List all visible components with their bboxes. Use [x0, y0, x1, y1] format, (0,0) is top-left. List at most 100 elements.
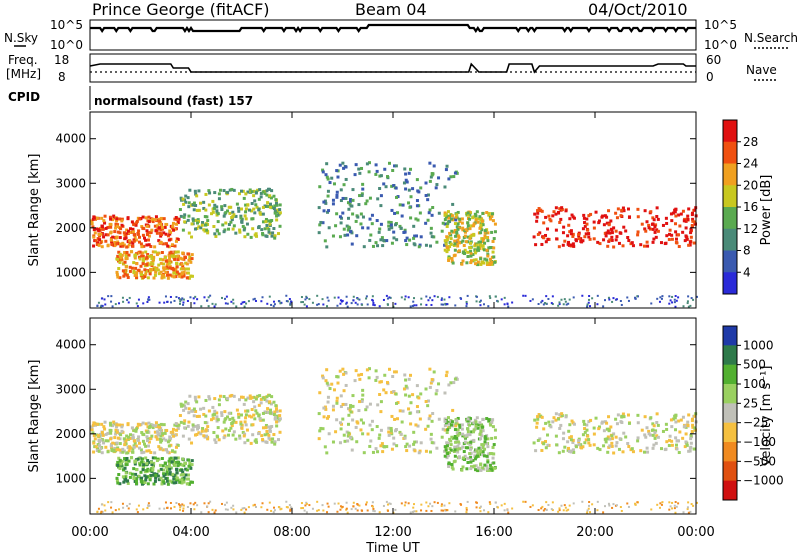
velocity-cell — [563, 504, 566, 507]
power-cell — [356, 215, 360, 219]
velocity-cell — [195, 400, 199, 404]
velocity-cell — [181, 434, 185, 438]
velocity-cell — [444, 448, 448, 452]
power-cell — [102, 235, 106, 239]
power-cell — [376, 244, 380, 248]
velocity-cell — [162, 437, 166, 441]
velocity-cell — [455, 448, 459, 452]
velocity-cell — [135, 427, 139, 431]
velocity-cell — [126, 481, 130, 485]
velocity-cell — [379, 380, 383, 384]
velocity-cell — [448, 451, 452, 455]
power-cell — [460, 221, 464, 225]
velocity-cell — [430, 441, 434, 445]
power-cell — [469, 250, 473, 254]
power-cell — [546, 237, 550, 241]
power-cell — [544, 233, 548, 237]
power-cell — [156, 268, 160, 272]
velocity-cell — [587, 420, 591, 424]
velocity-cell — [393, 370, 397, 374]
velocity-cell — [135, 468, 139, 472]
power-cell — [223, 204, 227, 208]
velocity-cell — [668, 501, 671, 504]
velocity-cell — [488, 452, 492, 456]
power-cell — [466, 227, 470, 231]
velocity-cell — [135, 482, 139, 486]
velocity-cell — [131, 433, 135, 437]
velocity-cell — [257, 432, 261, 436]
colorbar-tick-label: 28 — [743, 135, 758, 149]
power-cell — [462, 250, 466, 254]
nsky-strip: N.Sky 10^5 10^0 10^5 10^0 N.Search — [4, 18, 798, 52]
power-cell — [656, 229, 660, 233]
power-cell — [389, 220, 393, 224]
power-cell — [684, 234, 688, 238]
power-cell — [675, 299, 678, 302]
velocity-cell — [390, 390, 394, 394]
power-cell — [170, 243, 174, 247]
power-cell — [468, 236, 472, 240]
velocity-cell — [464, 434, 468, 438]
velocity-cell — [483, 435, 487, 439]
power-cell — [273, 234, 277, 238]
velocity-cell — [354, 369, 358, 373]
velocity-cell — [166, 482, 170, 486]
power-cell — [184, 194, 188, 198]
velocity-cell — [485, 417, 489, 421]
velocity-cell — [399, 432, 403, 436]
velocity-cell — [524, 500, 527, 503]
velocity-cell — [345, 508, 348, 511]
power-cell — [364, 202, 368, 206]
power-cell — [361, 215, 365, 219]
power-cell — [345, 224, 349, 228]
velocity-cell — [403, 436, 407, 440]
velocity-cell — [615, 504, 618, 507]
power-cell — [289, 303, 292, 306]
power-cell — [663, 242, 667, 246]
velocity-cell — [347, 413, 351, 417]
power-cell — [175, 218, 179, 222]
power-cell — [488, 295, 491, 298]
y-tick-label: 1000 — [55, 471, 86, 485]
power-cell — [182, 215, 186, 219]
power-cell — [566, 234, 570, 238]
power-cell — [144, 272, 148, 276]
velocity-colorbar-label: Velocity [m s⁻¹] — [759, 366, 774, 467]
velocity-cell — [460, 423, 464, 427]
power-cell — [674, 230, 678, 234]
velocity-cell — [177, 423, 181, 427]
velocity-cell — [193, 395, 197, 399]
velocity-cell — [149, 437, 153, 441]
velocity-cell — [213, 438, 217, 442]
power-cell — [385, 294, 388, 297]
power-cell — [192, 201, 196, 205]
velocity-cell — [168, 479, 172, 483]
velocity-cell — [344, 383, 348, 387]
velocity-cell — [674, 436, 678, 440]
velocity-cell — [318, 391, 322, 395]
velocity-cell — [660, 503, 663, 506]
power-cell — [168, 261, 172, 265]
velocity-cell — [480, 434, 484, 438]
power-cell — [242, 196, 246, 200]
power-cell — [480, 221, 484, 225]
velocity-cell — [654, 429, 658, 433]
power-cell — [568, 230, 572, 234]
power-cell — [317, 206, 321, 210]
velocity-cell — [474, 420, 478, 424]
power-cell — [469, 241, 473, 245]
velocity-cell — [168, 457, 172, 461]
power-cell — [685, 237, 689, 241]
velocity-cell — [661, 429, 665, 433]
velocity-cell — [118, 423, 122, 427]
velocity-cell — [104, 445, 108, 449]
velocity-cell — [128, 475, 132, 479]
velocity-cell — [371, 505, 374, 508]
power-cell — [181, 197, 185, 201]
power-cell — [429, 175, 433, 179]
velocity-cell — [674, 413, 678, 417]
power-cell — [453, 171, 457, 175]
power-cell — [453, 228, 457, 232]
power-cell — [542, 303, 545, 306]
power-cell — [243, 305, 246, 308]
